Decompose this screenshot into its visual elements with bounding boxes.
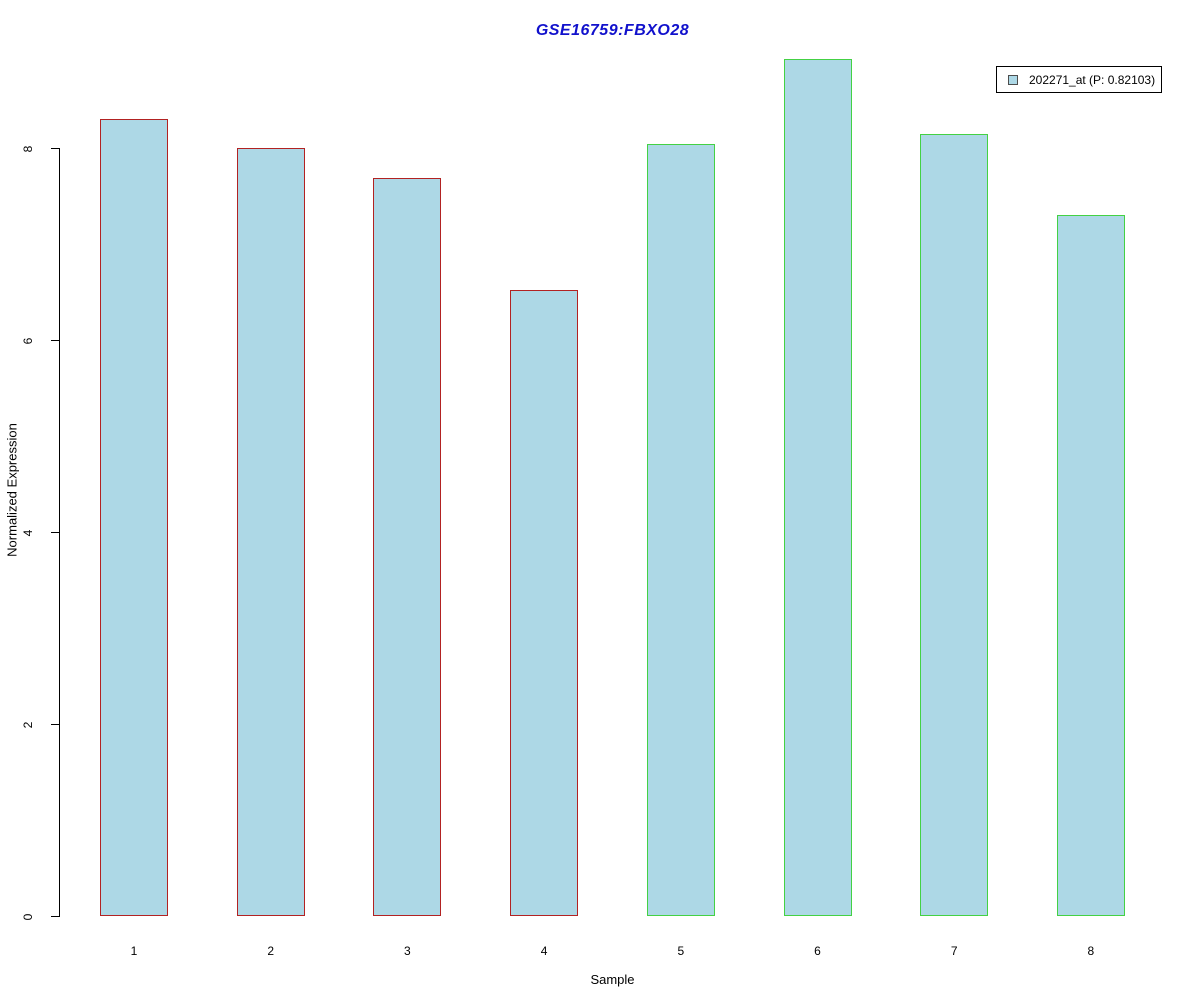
y-tick-label: 4: [21, 529, 35, 536]
x-tick-label: 8: [1087, 944, 1095, 958]
x-tick-label: 5: [677, 944, 685, 958]
bar-sample-5: [646, 144, 715, 916]
bar-sample-1: [100, 119, 168, 916]
bar-sample-4: [510, 290, 579, 916]
y-axis-line: [59, 148, 60, 917]
y-tick-label: 0: [21, 913, 35, 920]
bar-sample-7: [920, 133, 989, 916]
chart-title: GSE16759:FBXO28: [535, 22, 690, 39]
y-tick-mark: [51, 340, 59, 341]
x-tick-label: 4: [540, 944, 548, 958]
x-tick-label: 7: [950, 944, 958, 958]
y-tick-mark: [51, 532, 59, 533]
x-axis-label: Sample: [590, 972, 635, 987]
bar-sample-8: [1056, 215, 1125, 916]
x-tick-label: 3: [404, 944, 411, 958]
y-axis-label: Normalized Expression: [4, 423, 20, 557]
y-tick-mark: [51, 916, 59, 917]
legend-label: 202271_at (P: 0.82103): [1029, 72, 1156, 87]
bar-sample-6: [783, 58, 852, 916]
x-tick-label: 1: [130, 944, 138, 958]
y-tick-label: 8: [21, 145, 35, 152]
bar-sample-3: [373, 177, 442, 916]
y-tick-mark: [51, 724, 59, 725]
x-tick-label: 6: [814, 944, 821, 958]
legend: 202271_at (P: 0.82103): [996, 66, 1162, 93]
legend-swatch-icon: [1008, 74, 1018, 85]
bar-sample-2: [236, 148, 305, 916]
y-tick-mark: [51, 148, 59, 149]
y-tick-label: 6: [21, 337, 35, 344]
x-tick-label: 2: [267, 944, 275, 958]
y-tick-label: 2: [21, 721, 35, 728]
